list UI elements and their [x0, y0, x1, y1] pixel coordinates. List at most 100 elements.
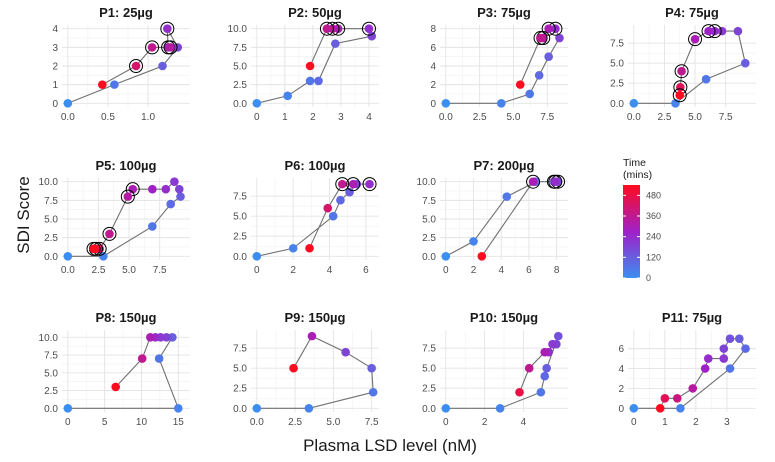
highlight-ring [362, 177, 377, 192]
x-tick-label: 4 [327, 265, 333, 276]
data-point [99, 251, 108, 261]
x-tick-label: 0 [443, 417, 449, 428]
y-tick-label: 0 [618, 404, 624, 415]
data-point [469, 237, 478, 246]
panel-9: 0.0 2.5 5.0 7.5 0.0 2.5 5.0 7.5 P9: 150µg [233, 310, 379, 428]
highlight-ring [120, 189, 135, 204]
data-point [63, 98, 73, 108]
x-tick-label: 0 [631, 417, 637, 428]
data-point [173, 403, 183, 413]
y-tick-label: 10.0 [39, 333, 59, 344]
x-tick-label: 4 [521, 417, 527, 428]
data-point [701, 74, 711, 84]
data-point [331, 39, 340, 48]
y-tick-label: 7.5 [422, 196, 436, 207]
panels-layer: 0.0 0.5 1.0 0 1 2 3 4 P1: 25µg 0 1 2 3 4 0.0 2.5 5.0 7.5 1… [39, 5, 756, 428]
highlight-ring [533, 31, 548, 46]
data-point [154, 354, 164, 363]
y-tick-label: 2.5 [233, 384, 247, 395]
highlight-ring [86, 241, 101, 256]
x-tick-label: 0 [254, 265, 260, 276]
color-legend: Time (mins) 480 360 240 120 0 [623, 157, 661, 283]
data-point [252, 403, 262, 413]
data-point [741, 344, 750, 353]
data-point [252, 98, 262, 108]
data-point [137, 354, 147, 363]
data-point [305, 243, 314, 253]
data-point [328, 211, 338, 221]
legend-tick-label: 120 [646, 252, 661, 262]
data-point [629, 98, 639, 108]
y-tick-label: 5.0 [233, 212, 247, 223]
data-point [131, 61, 141, 71]
x-tick-label: 0 [65, 417, 71, 428]
y-tick-label: 4 [430, 62, 436, 73]
y-tick-label: 7.5 [44, 351, 58, 362]
x-tick-label: 7.5 [153, 265, 167, 276]
x-tick-label: 0.0 [627, 112, 641, 123]
data-point [502, 192, 512, 201]
x-axis-label: Plasma LSD level (nM) [303, 436, 477, 455]
data-point [98, 80, 107, 89]
data-point [123, 192, 133, 201]
legend-title-line1: Time [623, 157, 646, 169]
panel-title: P2: 50µg [288, 5, 342, 20]
y-tick-label: 7.5 [233, 43, 247, 54]
data-point [525, 89, 535, 99]
x-tick-label: 4 [366, 112, 372, 123]
data-point [252, 251, 262, 261]
data-point [704, 26, 713, 36]
data-point [536, 387, 546, 397]
y-tick-label: 8 [430, 24, 436, 35]
y-tick-label: 5.0 [610, 59, 624, 70]
data-point [495, 403, 505, 413]
y-tick-label: 2 [52, 62, 58, 73]
data-point [703, 354, 713, 363]
panel-title: P7: 200µg [474, 158, 535, 173]
y-tick-label: 0 [430, 99, 436, 110]
y-tick-label: 7.5 [44, 196, 58, 207]
x-tick-label: 0.5 [101, 112, 115, 123]
highlight-ring [346, 177, 361, 192]
data-point [672, 394, 682, 403]
data-point [314, 76, 323, 86]
panel-5: 0.0 2.5 5.0 7.5 0.0 2.5 5.0 7.5 10.0 P5: 100µg [39, 158, 190, 276]
y-tick-label: 0.0 [233, 404, 247, 415]
x-tick-label: 5.0 [326, 417, 340, 428]
data-point [368, 387, 378, 397]
panel-2: 0 1 2 3 4 0.0 2.5 5.0 7.5 10.0 P2: 50µg [228, 5, 379, 123]
x-tick-label: 2 [310, 112, 316, 123]
data-point [174, 184, 184, 194]
x-tick-label: 8 [554, 265, 560, 276]
data-point [289, 363, 298, 373]
data-point [148, 222, 157, 231]
panel-background [251, 178, 379, 260]
x-tick-label: 1 [282, 112, 288, 123]
data-point [146, 332, 155, 342]
highlight-ring [701, 24, 716, 39]
data-point [176, 192, 185, 201]
data-point [515, 80, 525, 89]
x-tick-label: 2.5 [91, 265, 105, 276]
y-tick-label: 7.5 [233, 344, 247, 355]
panel-10: 0 2 4 0.0 2.5 5.0 7.5 P10: 150µg [422, 310, 568, 428]
highlight-ring [125, 182, 140, 197]
panel-background [62, 330, 190, 412]
data-point [735, 334, 744, 343]
data-point [307, 331, 317, 341]
panel-title: P10: 150µg [470, 310, 538, 325]
y-tick-label: 10.0 [228, 24, 248, 35]
data-point [524, 363, 534, 373]
y-tick-label: 0.0 [233, 99, 247, 110]
highlight-ring [688, 32, 703, 47]
data-point [544, 24, 553, 34]
data-point [147, 43, 157, 52]
x-tick-label: 7.5 [540, 112, 554, 123]
data-point [288, 243, 298, 253]
data-point [542, 363, 551, 373]
x-tick-label: 0 [254, 112, 260, 123]
data-point [660, 394, 670, 403]
data-point [441, 403, 451, 413]
x-tick-label: 2.5 [473, 112, 487, 123]
